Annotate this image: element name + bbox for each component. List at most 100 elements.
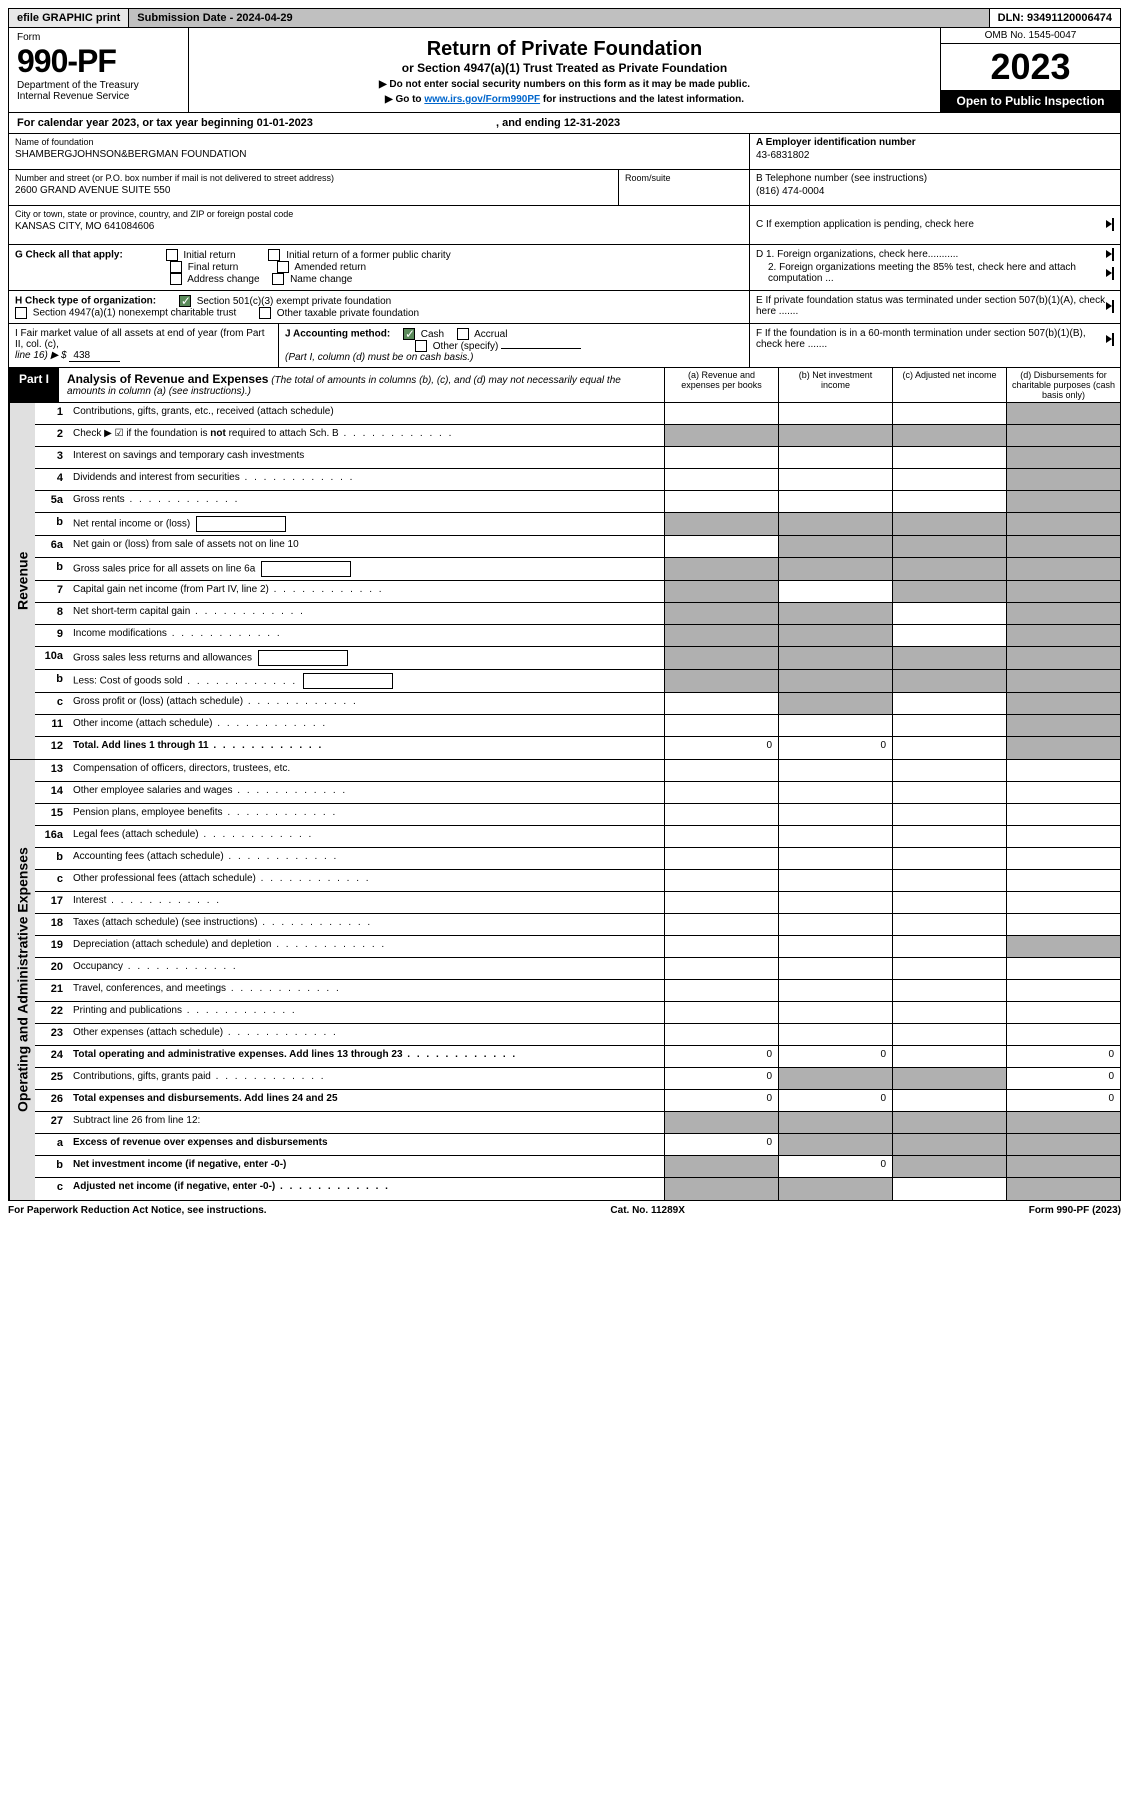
ein-label: A Employer identification number	[756, 137, 1114, 148]
open-public-badge: Open to Public Inspection	[941, 90, 1120, 112]
col-d	[1006, 715, 1120, 736]
foundation-name: SHAMBERGJOHNSON&BERGMAN FOUNDATION	[15, 147, 743, 160]
form-header: Form 990-PF Department of the Treasury I…	[8, 28, 1121, 113]
col-b	[778, 1112, 892, 1133]
col-a	[664, 1112, 778, 1133]
other-taxable-checkbox[interactable]	[259, 307, 271, 319]
col-c	[892, 447, 1006, 468]
row-label: Travel, conferences, and meetings	[69, 980, 664, 1001]
row-label: Occupancy	[69, 958, 664, 979]
col-a	[664, 980, 778, 1001]
4947-checkbox[interactable]	[15, 307, 27, 319]
table-row: 17Interest	[35, 892, 1120, 914]
row-number: 14	[35, 782, 69, 803]
d2-label: 2. Foreign organizations meeting the 85%…	[756, 262, 1106, 284]
addr-change-checkbox[interactable]	[170, 273, 182, 285]
d2-checkbox[interactable]	[1112, 267, 1114, 280]
revenue-side-label: Revenue	[9, 403, 35, 759]
final-return-checkbox[interactable]	[170, 261, 182, 273]
row-number: 11	[35, 715, 69, 736]
entity-right: A Employer identification number 43-6831…	[750, 134, 1120, 244]
col-c	[892, 558, 1006, 580]
row-label: Depreciation (attach schedule) and deple…	[69, 936, 664, 957]
row-number: b	[35, 558, 69, 580]
amended-checkbox[interactable]	[277, 261, 289, 273]
col-a	[664, 804, 778, 825]
irs-link[interactable]: www.irs.gov/Form990PF	[424, 94, 540, 105]
street-address-cell: Number and street (or P.O. box number if…	[9, 170, 619, 205]
other-method-checkbox[interactable]	[415, 340, 427, 352]
e-checkbox[interactable]	[1112, 300, 1114, 313]
table-row: 6aNet gain or (loss) from sale of assets…	[35, 536, 1120, 558]
col-b	[778, 1178, 892, 1200]
expense-rows: 13Compensation of officers, directors, t…	[35, 760, 1120, 1200]
instruction-1: ▶ Do not enter social security numbers o…	[197, 79, 932, 90]
f-section: F If the foundation is in a 60-month ter…	[750, 324, 1120, 367]
col-b	[778, 536, 892, 557]
f-checkbox[interactable]	[1112, 333, 1114, 346]
row-label: Other employee salaries and wages	[69, 782, 664, 803]
inline-input[interactable]	[261, 561, 351, 577]
col-c	[892, 914, 1006, 935]
d1-checkbox[interactable]	[1112, 248, 1114, 261]
inline-input[interactable]	[196, 516, 286, 532]
col-b: 0	[778, 1046, 892, 1067]
table-row: 5aGross rents	[35, 491, 1120, 513]
row-number: 15	[35, 804, 69, 825]
table-row: bGross sales price for all assets on lin…	[35, 558, 1120, 581]
form-id-block: Form 990-PF Department of the Treasury I…	[9, 28, 189, 112]
501c3-checkbox[interactable]	[179, 295, 191, 307]
accrual-checkbox[interactable]	[457, 328, 469, 340]
col-a	[664, 958, 778, 979]
ein-value: 43-6831802	[756, 148, 1114, 161]
efile-label: efile GRAPHIC print	[9, 9, 129, 27]
col-d	[1006, 1156, 1120, 1177]
col-b	[778, 958, 892, 979]
row-label: Contributions, gifts, grants paid	[69, 1068, 664, 1089]
form-label: Form	[17, 32, 180, 43]
row-label: Interest	[69, 892, 664, 913]
col-a	[664, 848, 778, 869]
col-c	[892, 693, 1006, 714]
i-fmv: I Fair market value of all assets at end…	[9, 324, 279, 367]
table-row: 14Other employee salaries and wages	[35, 782, 1120, 804]
col-a	[664, 870, 778, 891]
inline-input[interactable]	[303, 673, 393, 689]
row-label: Income modifications	[69, 625, 664, 646]
initial-return-checkbox[interactable]	[166, 249, 178, 261]
name-change-checkbox[interactable]	[272, 273, 284, 285]
col-c	[892, 804, 1006, 825]
col-b	[778, 403, 892, 424]
col-a: 0	[664, 1068, 778, 1089]
row-number: 9	[35, 625, 69, 646]
col-a	[664, 693, 778, 714]
cash-checkbox[interactable]	[403, 328, 415, 340]
col-b: 0	[778, 1090, 892, 1111]
phone-cell: B Telephone number (see instructions) (8…	[750, 170, 1120, 206]
col-c	[892, 826, 1006, 847]
col-d	[1006, 1024, 1120, 1045]
instruction-2: ▶ Go to www.irs.gov/Form990PF for instru…	[197, 94, 932, 105]
g-check-all: G Check all that apply: Initial return I…	[9, 245, 750, 290]
col-b-header: (b) Net investment income	[778, 368, 892, 402]
city-cell: City or town, state or province, country…	[9, 206, 749, 242]
row-label: Dividends and interest from securities	[69, 469, 664, 490]
col-a	[664, 603, 778, 624]
c-checkbox[interactable]	[1112, 218, 1114, 231]
col-b	[778, 603, 892, 624]
j-accounting: J Accounting method: Cash Accrual Other …	[279, 324, 750, 367]
col-d: 0	[1006, 1068, 1120, 1089]
table-row: 1Contributions, gifts, grants, etc., rec…	[35, 403, 1120, 425]
table-row: 15Pension plans, employee benefits	[35, 804, 1120, 826]
inline-input[interactable]	[258, 650, 348, 666]
row-number: 8	[35, 603, 69, 624]
col-d	[1006, 782, 1120, 803]
col-c	[892, 403, 1006, 424]
initial-former-checkbox[interactable]	[268, 249, 280, 261]
table-row: 25Contributions, gifts, grants paid00	[35, 1068, 1120, 1090]
col-a	[664, 936, 778, 957]
table-row: bNet rental income or (loss)	[35, 513, 1120, 536]
expenses-section: Operating and Administrative Expenses 13…	[8, 760, 1121, 1201]
col-b	[778, 914, 892, 935]
col-c-header: (c) Adjusted net income	[892, 368, 1006, 402]
